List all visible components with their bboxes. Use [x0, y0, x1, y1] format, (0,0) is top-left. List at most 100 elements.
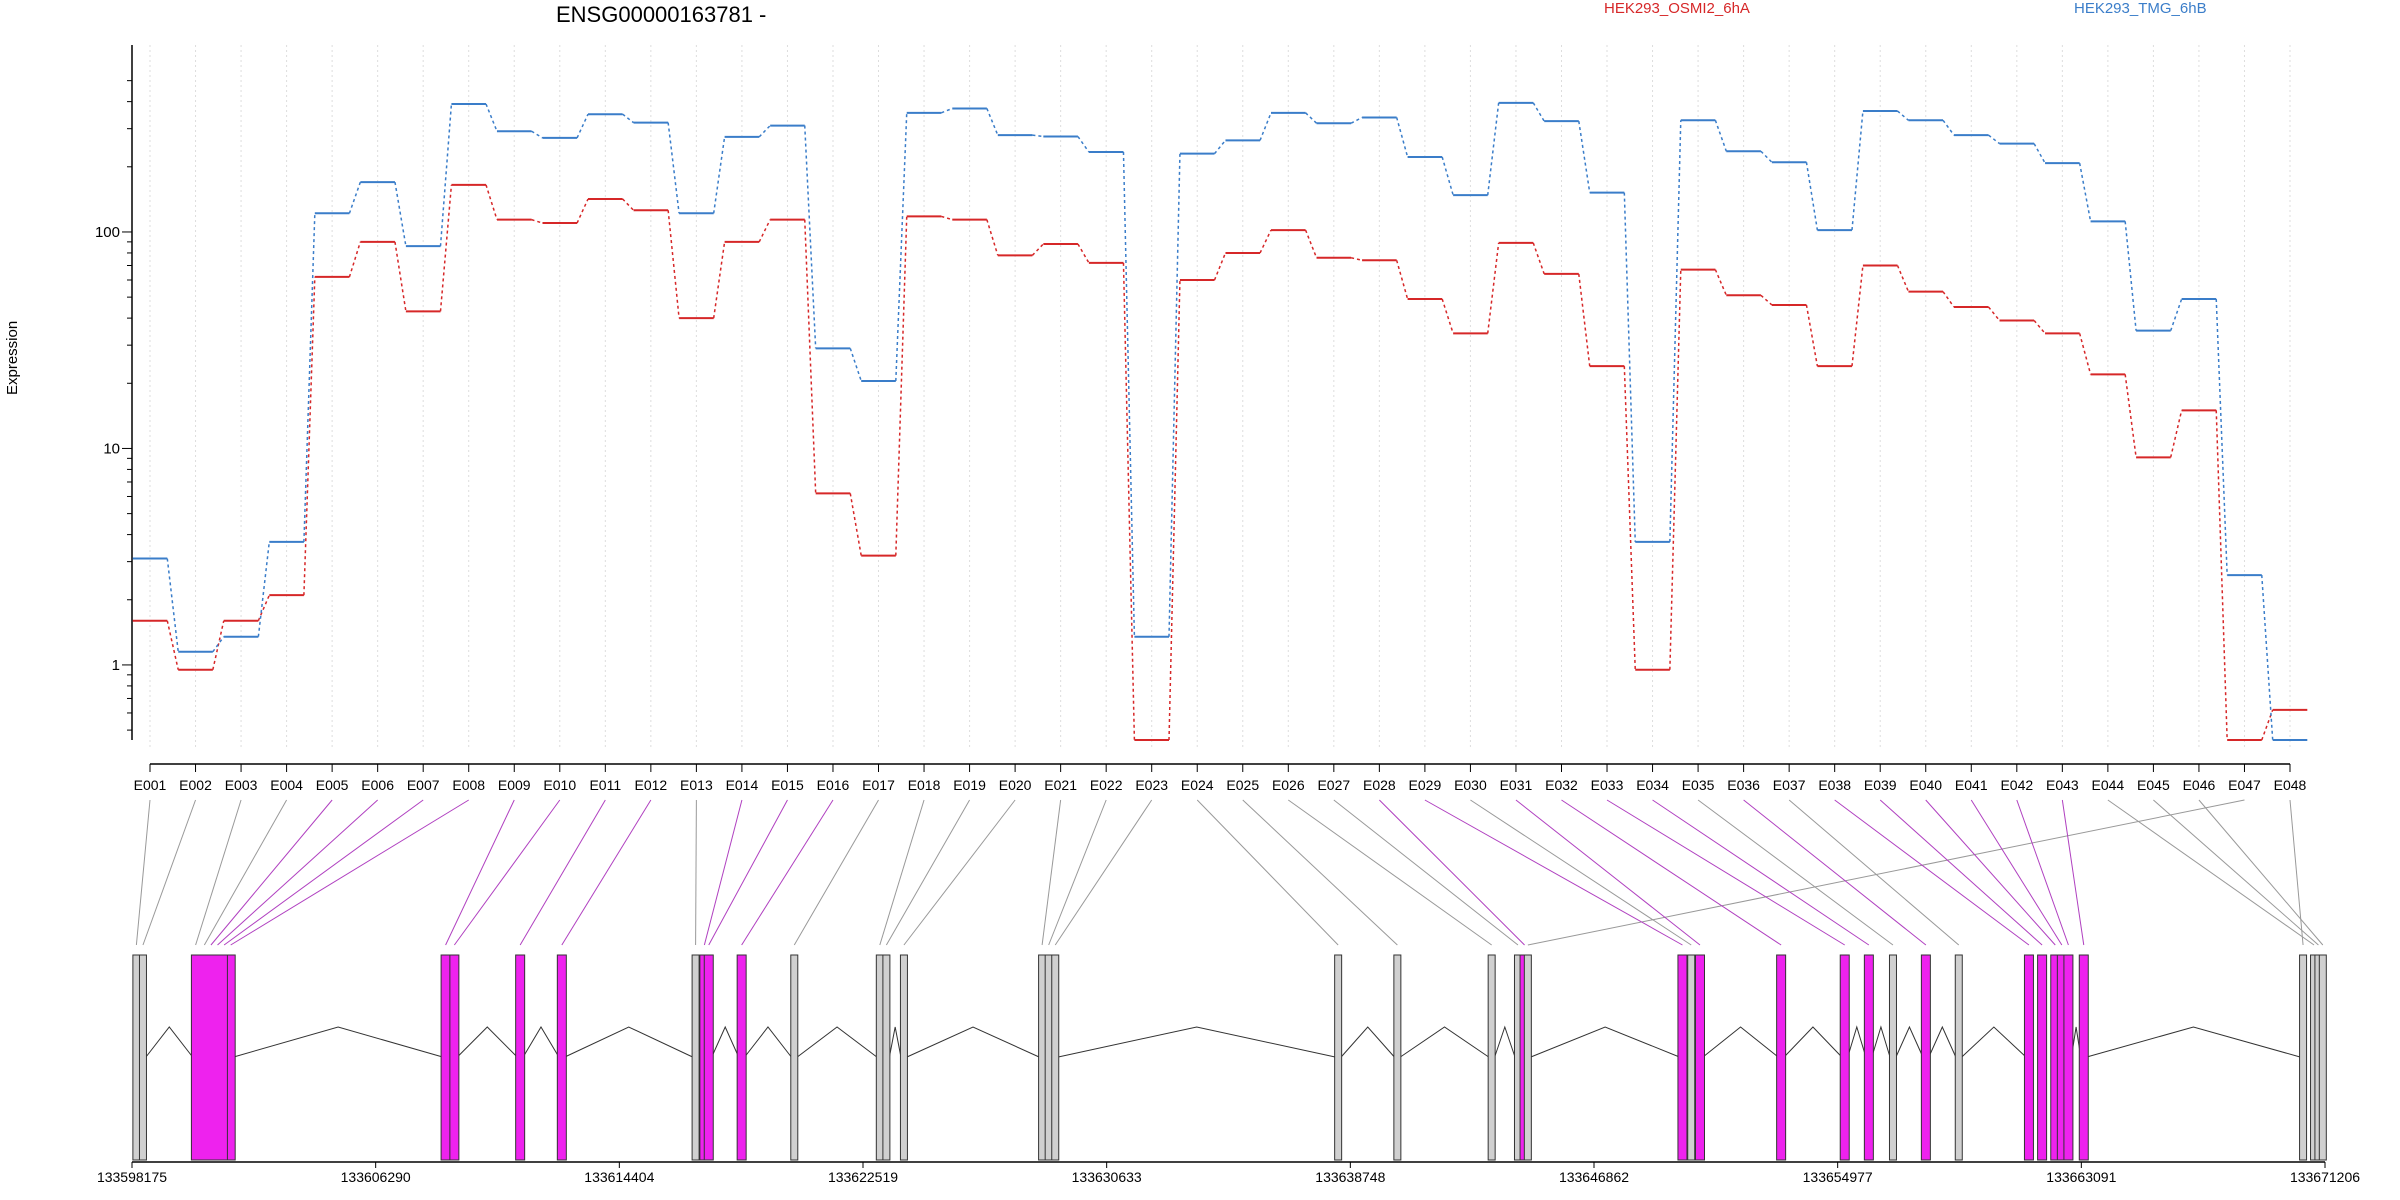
exon-connector [1697, 799, 1894, 946]
x-tick-label: E028 [1363, 777, 1396, 793]
series-2-connector [394, 181, 407, 247]
series-2-connector [1578, 121, 1591, 193]
exon-connector [1925, 799, 2056, 946]
intron [1494, 1025, 1516, 1058]
x-tick-label: E045 [2137, 777, 2170, 793]
exon-connector [1424, 799, 1683, 946]
x-tick-label: E009 [498, 777, 531, 793]
x-tick-label: E006 [361, 777, 394, 793]
series-1-connector [895, 216, 908, 556]
exon-box [790, 954, 799, 1161]
x-tick-label: E025 [1226, 777, 1259, 793]
series-1-connector [485, 184, 498, 220]
x-tick-label: E024 [1181, 777, 1214, 793]
x-tick-label: E020 [999, 777, 1032, 793]
intron [1928, 1025, 1957, 1058]
x-tick-label: E037 [1773, 777, 1806, 793]
intron [711, 1025, 740, 1058]
exon-box [1487, 954, 1496, 1161]
exon-box [1334, 954, 1343, 1161]
x-tick-label: E011 [589, 777, 621, 793]
y-tick-label: 10 [103, 440, 120, 457]
x-tick-label: E017 [862, 777, 895, 793]
exon-connector [1379, 799, 1525, 946]
series-1-connector [667, 210, 680, 319]
y-tick-label: 1 [112, 657, 120, 674]
exon-connector [1561, 799, 1782, 946]
series-1-connector [1395, 260, 1409, 300]
genome-tick-label: 133630633 [1072, 1169, 1142, 1185]
y-tick-label: 100 [95, 224, 120, 241]
series-2-connector [712, 136, 726, 214]
intron [1058, 1026, 1336, 1058]
exon-connector [135, 799, 151, 946]
series-1-connector [1031, 243, 1044, 256]
series-2-connector [2033, 143, 2046, 164]
x-tick-label: E008 [452, 777, 485, 793]
series-2-connector [1350, 116, 1363, 124]
exon-box [1863, 954, 1874, 1161]
series-1-connector [849, 493, 862, 556]
series-2-connector [2261, 575, 2274, 741]
genome-tick-label: 133654977 [1803, 1169, 1873, 1185]
exon-box [2318, 954, 2327, 1161]
chart-title: ENSG00000163781 - [556, 2, 767, 27]
exon-connector [195, 799, 242, 946]
exon-box [2063, 954, 2074, 1161]
series-1-connector [1851, 265, 1864, 367]
intron [233, 1026, 443, 1058]
series-1-connector [1805, 304, 1819, 367]
exon-box [1677, 954, 1688, 1161]
series-1-connector [1760, 294, 1773, 306]
series-2-connector [803, 125, 817, 349]
series-1-connector [1578, 273, 1591, 367]
series-2-connector [1032, 134, 1044, 138]
exon-box [515, 954, 526, 1161]
series-2-connector [485, 103, 498, 132]
series-2-connector [895, 112, 908, 381]
x-tick-label: E048 [2274, 777, 2307, 793]
genome-tick-label: 133638748 [1315, 1169, 1385, 1185]
series-1-connector [1259, 229, 1272, 254]
series-1-connector [803, 219, 817, 494]
series-2-connector [1760, 150, 1773, 163]
exon-box [1839, 954, 1850, 1161]
series-2-connector [986, 108, 999, 136]
x-tick-label: E036 [1727, 777, 1760, 793]
exon-connector [561, 799, 652, 946]
exon-connector [1242, 799, 1398, 946]
exon-connector [793, 799, 879, 946]
series-1-connector [531, 218, 543, 224]
genome-tick-label: 133646862 [1559, 1169, 1629, 1185]
exon-connector [1652, 799, 1870, 946]
exon-box [1051, 954, 1060, 1161]
intron [1783, 1026, 1843, 1058]
legend-tmg: HEK293_TMG_6hB [2074, 0, 2207, 17]
exon-connector [1527, 799, 2245, 946]
series-1-connector [394, 241, 407, 312]
exon-connector [142, 799, 197, 946]
exon-connector [1054, 799, 1153, 946]
x-tick-label: E034 [1636, 777, 1669, 793]
legend-osmi2: HEK293_OSMI2_6hA [1604, 0, 1750, 17]
x-tick-label: E046 [2183, 777, 2216, 793]
exon-box [1687, 954, 1696, 1161]
intron [1871, 1025, 1891, 1058]
intron [145, 1026, 193, 1058]
series-2-connector [576, 113, 589, 139]
series-1-connector [941, 215, 953, 221]
exon-connector [2198, 799, 2324, 946]
series-2-connector [1122, 152, 1136, 637]
x-tick-label: E004 [270, 777, 303, 793]
exon-connector [2107, 799, 2315, 946]
x-tick-label: E003 [225, 777, 258, 793]
series-1-connector [303, 276, 316, 596]
series-2-connector [1532, 102, 1545, 122]
series-2-connector [849, 348, 862, 382]
series-2-connector [1213, 139, 1227, 155]
series-1-connector [2124, 374, 2137, 458]
series-2-connector [1441, 156, 1454, 196]
exon-connector [217, 799, 378, 946]
intron [906, 1026, 1040, 1058]
x-tick-label: E023 [1135, 777, 1168, 793]
